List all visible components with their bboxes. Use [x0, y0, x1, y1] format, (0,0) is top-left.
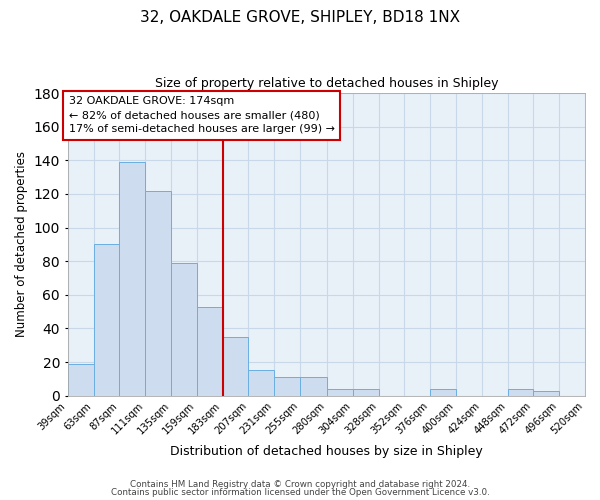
Bar — [197, 306, 223, 396]
Bar — [119, 162, 145, 396]
Bar — [327, 389, 353, 396]
Text: Contains HM Land Registry data © Crown copyright and database right 2024.: Contains HM Land Registry data © Crown c… — [130, 480, 470, 489]
Bar — [300, 377, 327, 396]
Bar — [68, 364, 94, 396]
Bar — [94, 244, 119, 396]
Bar — [248, 370, 274, 396]
Text: 32 OAKDALE GROVE: 174sqm
← 82% of detached houses are smaller (480)
17% of semi-: 32 OAKDALE GROVE: 174sqm ← 82% of detach… — [69, 96, 335, 134]
Bar — [353, 389, 379, 396]
Bar — [145, 190, 171, 396]
Bar — [171, 263, 197, 396]
Y-axis label: Number of detached properties: Number of detached properties — [15, 152, 28, 338]
Text: Contains public sector information licensed under the Open Government Licence v3: Contains public sector information licen… — [110, 488, 490, 497]
Bar — [533, 390, 559, 396]
Bar — [274, 377, 300, 396]
Text: 32, OAKDALE GROVE, SHIPLEY, BD18 1NX: 32, OAKDALE GROVE, SHIPLEY, BD18 1NX — [140, 10, 460, 25]
Title: Size of property relative to detached houses in Shipley: Size of property relative to detached ho… — [155, 78, 498, 90]
Bar — [508, 389, 533, 396]
Bar — [223, 337, 248, 396]
Bar — [430, 389, 456, 396]
X-axis label: Distribution of detached houses by size in Shipley: Distribution of detached houses by size … — [170, 444, 483, 458]
